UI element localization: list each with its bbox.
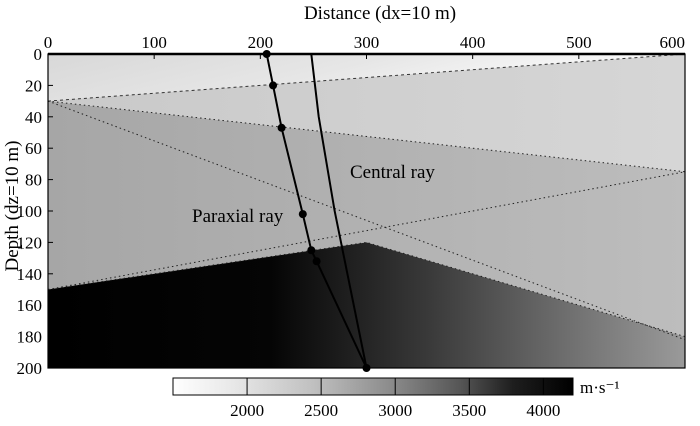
y-tick-label: 40 <box>25 108 42 127</box>
y-tick-label: 180 <box>17 328 43 347</box>
y-tick-label: 80 <box>25 171 42 190</box>
x-tick-label: 500 <box>566 33 592 52</box>
layer-3 <box>48 101 685 337</box>
paraxial-ray-marker <box>307 246 316 255</box>
interface-2 <box>48 100 685 173</box>
paraxial-ray-marker <box>312 257 321 266</box>
interface-1 <box>48 54 685 102</box>
colorbar-tick-label: 4000 <box>526 401 560 420</box>
layer-interfaces <box>48 54 685 338</box>
colorbar-tick-label: 2500 <box>304 401 338 420</box>
paraxial-ray-marker <box>298 210 307 219</box>
left-axis-ticks: 0 20 40 60 80 100 120 140 160 180 200 <box>17 45 53 378</box>
y-tick-label: 160 <box>17 296 43 315</box>
x-tick-label: 400 <box>460 33 486 52</box>
y-tick-label: 200 <box>17 359 43 378</box>
layer-4 <box>48 242 685 368</box>
colorbar-ticks: 2000 2500 3000 3500 4000 <box>230 378 560 420</box>
left-axis-title: Depth (dz=10 m) <box>2 140 23 271</box>
x-tick-label: 600 <box>660 33 686 52</box>
colorbar-unit: m·s⁻¹ <box>580 378 620 397</box>
x-tick-label: 200 <box>248 33 274 52</box>
colorbar-tick-label: 2000 <box>230 401 264 420</box>
layer-2 <box>48 54 685 172</box>
layer-1 <box>48 54 685 102</box>
y-tick-label: 120 <box>17 233 43 252</box>
colorbar: 2000 2500 3000 3500 4000 m·s⁻¹ <box>172 377 620 420</box>
colorbar-tick-label: 3500 <box>452 401 486 420</box>
paraxial-ray-label: Paraxial ray <box>192 206 284 227</box>
dotted-lines <box>48 100 685 341</box>
paraxial-ray-marker <box>269 81 278 90</box>
top-axis-ticks: 0 100 200 300 400 500 600 <box>44 33 686 59</box>
dotted-1 <box>48 100 685 341</box>
y-tick-label: 140 <box>17 265 43 284</box>
y-tick-label: 100 <box>17 202 43 221</box>
central-ray-label: Central ray <box>350 162 435 183</box>
x-tick-label: 0 <box>44 33 53 52</box>
y-tick-label: 20 <box>25 76 42 95</box>
velocity-layers <box>48 54 685 368</box>
x-tick-label: 100 <box>141 33 167 52</box>
colorbar-gradient <box>172 377 574 396</box>
central-ray <box>310 53 368 369</box>
y-tick-label: 60 <box>25 139 42 158</box>
top-axis-title: Distance (dx=10 m) <box>304 3 456 24</box>
paraxial-ray-marker <box>277 123 286 132</box>
colorbar-tick-label: 3000 <box>378 401 412 420</box>
y-tick-label: 0 <box>34 45 43 64</box>
x-tick-label: 300 <box>354 33 380 52</box>
